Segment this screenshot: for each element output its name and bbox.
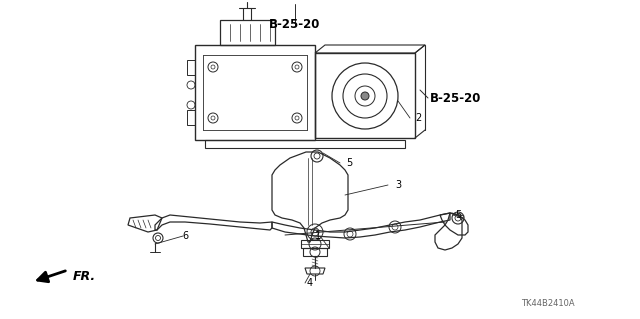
Text: FR.: FR. xyxy=(73,271,96,284)
Text: 1: 1 xyxy=(315,231,321,241)
Text: 6: 6 xyxy=(182,231,188,241)
Text: B-25-20: B-25-20 xyxy=(269,18,321,31)
Text: 3: 3 xyxy=(395,180,401,190)
Text: 4: 4 xyxy=(307,278,313,288)
Text: TK44B2410A: TK44B2410A xyxy=(522,300,575,308)
Text: B-25-20: B-25-20 xyxy=(430,92,481,105)
Text: 5: 5 xyxy=(346,158,352,168)
Text: 2: 2 xyxy=(415,113,421,123)
Circle shape xyxy=(361,92,369,100)
Text: 5: 5 xyxy=(455,210,461,220)
